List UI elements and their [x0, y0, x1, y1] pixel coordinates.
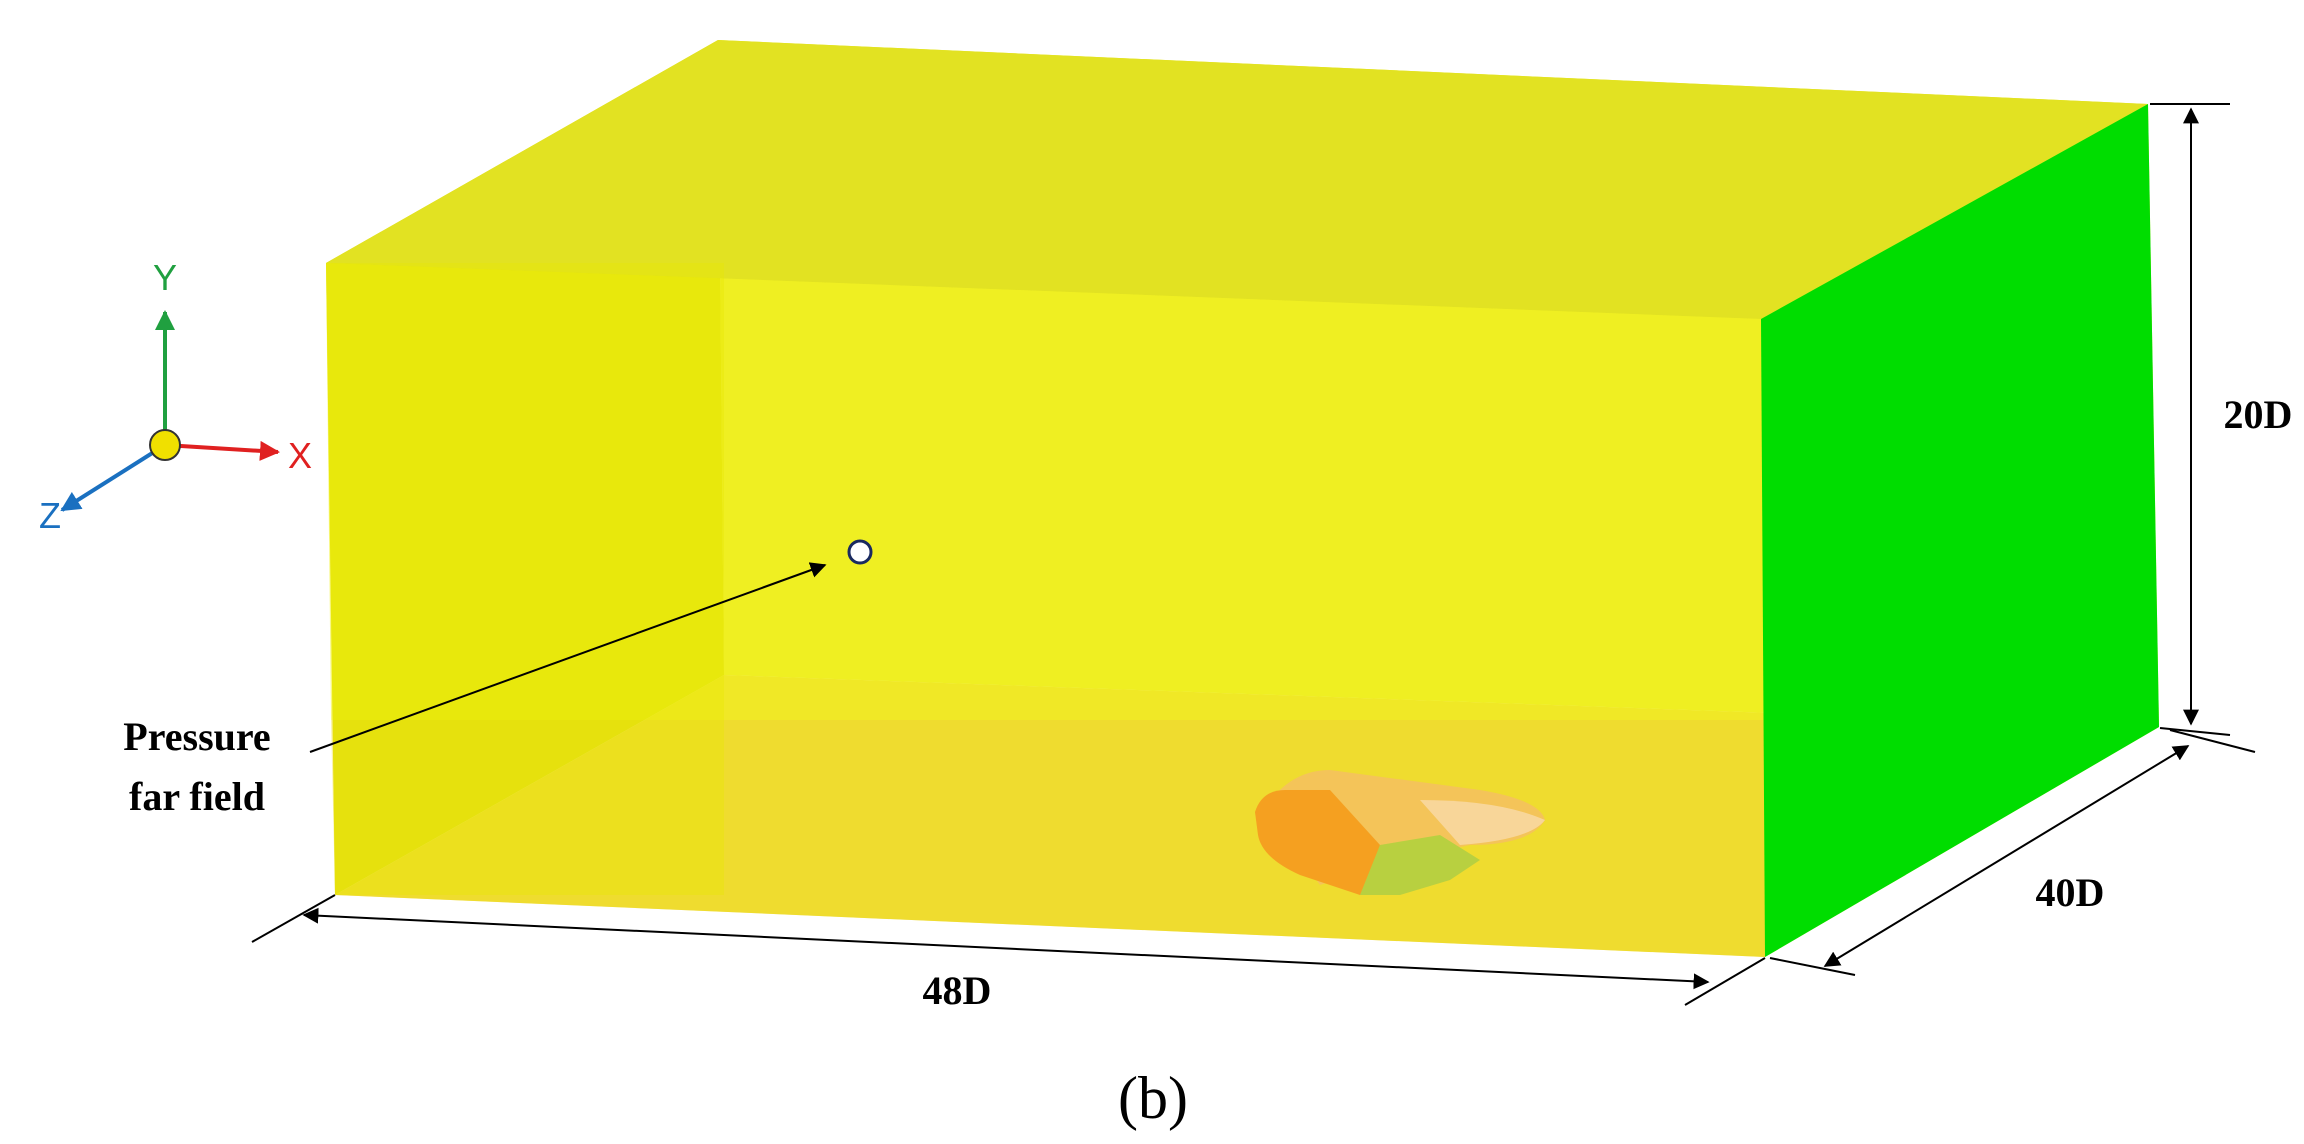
dimensions — [251, 103, 2256, 1006]
annotation-line: Pressure — [123, 714, 270, 759]
z-label: Z — [39, 495, 61, 536]
body-side — [1360, 835, 1480, 895]
extension-line — [2159, 727, 2231, 736]
left-front-strip — [326, 263, 724, 895]
y-label: Y — [153, 257, 177, 298]
front-face — [326, 263, 1765, 720]
top-face — [326, 40, 2148, 319]
marker — [847, 539, 873, 565]
depth-label: 40D — [2036, 870, 2105, 915]
outlet-face — [1761, 104, 2159, 957]
z-axis — [60, 443, 167, 512]
dimension-arrow — [1823, 745, 2190, 967]
extension-line — [1684, 957, 1766, 1006]
x-label: X — [288, 435, 312, 476]
body-tail — [1420, 800, 1545, 845]
vehicle-body — [1255, 770, 1545, 895]
front-face-lower — [331, 720, 1765, 957]
pointer — [309, 562, 827, 753]
origin — [149, 429, 181, 461]
extension-line — [251, 894, 336, 943]
extension-line — [1769, 957, 1856, 976]
body-front — [1255, 790, 1380, 895]
coordinate-axes: Y X Z — [39, 257, 312, 536]
height-label: 20D — [2224, 392, 2293, 437]
annotation: Pressure far field — [123, 539, 873, 819]
x-axis — [164, 440, 280, 461]
floor-face — [335, 675, 2159, 957]
dimension-arrow — [302, 907, 1710, 990]
length-label: 48D — [923, 968, 992, 1013]
domain-box — [326, 40, 2159, 957]
annotation-line: far field — [129, 774, 265, 819]
extension-line — [2169, 729, 2256, 753]
caption: (b) — [1118, 1065, 1188, 1131]
